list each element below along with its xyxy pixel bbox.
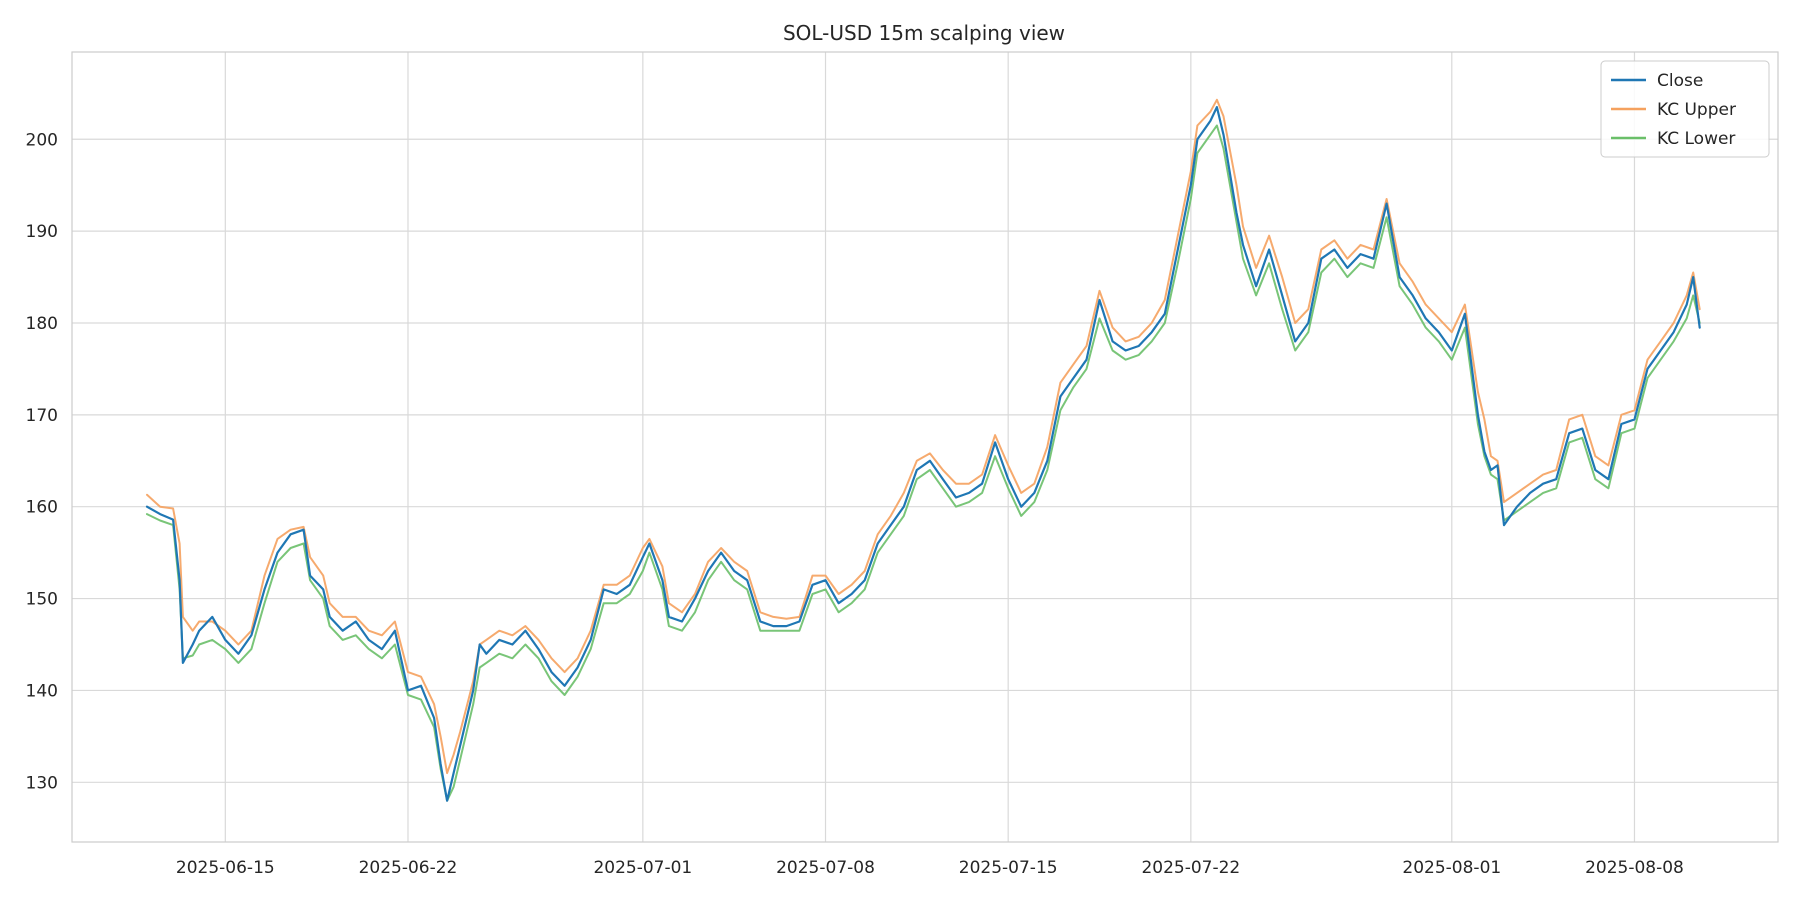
y-tick-label: 180 bbox=[26, 314, 58, 334]
y-tick-label: 200 bbox=[26, 130, 58, 150]
series-line-close bbox=[145, 106, 1701, 802]
series-line-kc-lower bbox=[146, 124, 1701, 802]
legend: Close KC Upper KC Lower bbox=[1600, 60, 1770, 158]
series-line-kc-upper bbox=[146, 98, 1701, 775]
x-axis: 2025-06-15 2025-06-22 2025-07-01 2025-07-08… bbox=[176, 858, 1684, 878]
y-tick-label: 150 bbox=[26, 590, 58, 610]
x-tick-label: 2025-08-08 bbox=[1585, 858, 1684, 878]
y-axis: 130 140 150 160 170 180 190 200 bbox=[26, 130, 58, 793]
y-tick-label: 160 bbox=[26, 498, 58, 518]
x-tick-label: 2025-06-15 bbox=[176, 858, 275, 878]
legend-label: KC Lower bbox=[1657, 129, 1735, 149]
legend-label: Close bbox=[1657, 71, 1703, 91]
x-tick-label: 2025-07-01 bbox=[593, 858, 692, 878]
y-tick-label: 130 bbox=[26, 773, 58, 793]
x-tick-label: 2025-08-01 bbox=[1402, 858, 1501, 878]
legend-label: KC Upper bbox=[1657, 100, 1736, 120]
series-layer bbox=[145, 98, 1701, 802]
x-tick-label: 2025-06-22 bbox=[359, 858, 458, 878]
x-tick-label: 2025-07-22 bbox=[1141, 858, 1240, 878]
y-tick-label: 170 bbox=[26, 406, 58, 426]
chart-title: SOL-USD 15m scalping view bbox=[783, 21, 1065, 45]
y-tick-label: 190 bbox=[26, 222, 58, 242]
x-tick-label: 2025-07-08 bbox=[776, 858, 875, 878]
y-tick-label: 140 bbox=[26, 681, 58, 701]
x-tick-label: 2025-07-15 bbox=[959, 858, 1058, 878]
plot-frame bbox=[71, 51, 1779, 843]
legend-box bbox=[1600, 60, 1770, 158]
